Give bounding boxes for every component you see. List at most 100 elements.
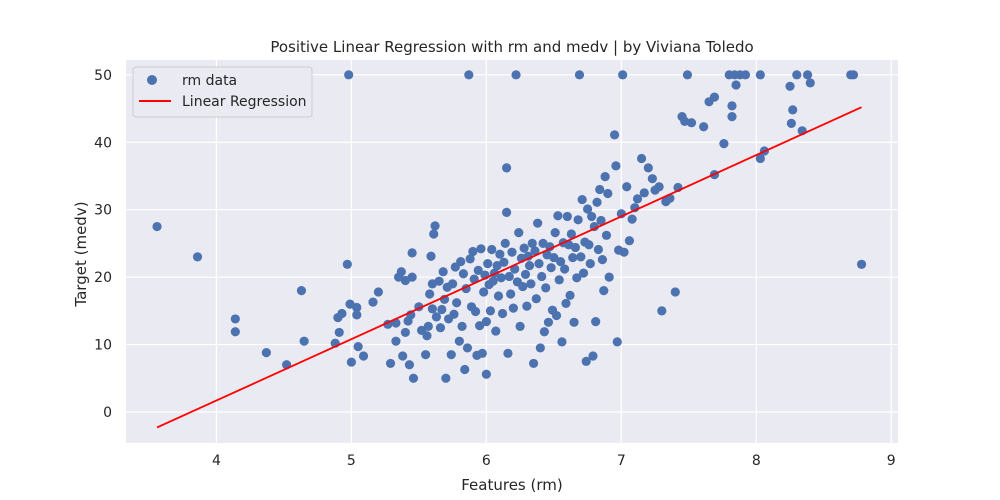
data-point (495, 249, 505, 259)
data-point (352, 310, 362, 320)
data-point (507, 247, 517, 257)
data-point (554, 275, 564, 285)
data-point (476, 244, 486, 254)
data-point (481, 317, 491, 327)
data-point (398, 351, 408, 361)
data-point (407, 248, 417, 258)
data-point (504, 271, 514, 282)
data-point (569, 317, 579, 327)
data-point (560, 264, 570, 274)
grid-lines (126, 60, 898, 443)
data-point (425, 289, 435, 299)
data-point (578, 268, 589, 278)
data-point (856, 259, 867, 269)
data-point (368, 297, 378, 307)
data-point (528, 358, 539, 369)
data-point (584, 240, 594, 250)
data-point (604, 272, 614, 282)
data-point (479, 287, 489, 297)
data-point (561, 298, 571, 309)
data-point (647, 174, 657, 184)
data-point (508, 303, 518, 313)
x-tick-label: 7 (617, 453, 626, 469)
x-tick-label: 6 (482, 453, 491, 469)
data-point (727, 101, 737, 111)
data-point (431, 312, 442, 322)
data-point (334, 327, 344, 338)
data-point (404, 360, 415, 370)
data-point (719, 139, 729, 149)
data-point (539, 327, 549, 337)
chart-title: Positive Linear Regression with rm and m… (270, 38, 753, 56)
x-tick-labels: 4 5 6 7 8 9 (212, 453, 896, 469)
data-point (786, 118, 796, 128)
data-point (373, 287, 383, 297)
data-point (574, 70, 585, 80)
data-point (352, 302, 362, 313)
data-point (535, 343, 545, 353)
data-point (485, 306, 496, 316)
regression-line-group (156, 106, 862, 429)
y-tick-label: 20 (94, 270, 112, 286)
data-point (437, 304, 447, 315)
y-tick-label: 50 (94, 68, 112, 84)
data-point (573, 215, 583, 225)
data-point (581, 356, 591, 367)
data-point (619, 247, 629, 257)
data-point (426, 251, 436, 261)
data-point (530, 246, 540, 256)
data-point (470, 306, 481, 317)
data-point (488, 276, 498, 286)
data-point (577, 194, 587, 205)
data-point (468, 246, 478, 257)
legend-label-scatter: rm data (182, 73, 237, 89)
data-point (537, 271, 547, 282)
data-point (601, 230, 612, 240)
data-point (527, 238, 537, 249)
data-point (576, 252, 586, 262)
data-point (230, 314, 240, 324)
data-point (408, 373, 419, 383)
data-point (565, 290, 575, 300)
data-point (591, 317, 601, 327)
data-point (421, 350, 431, 360)
data-point (682, 70, 693, 80)
y-tick-label: 10 (94, 338, 112, 354)
data-point (346, 357, 356, 367)
data-point (599, 286, 609, 296)
data-point (192, 252, 203, 262)
y-tick-label: 40 (94, 135, 112, 151)
data-point (502, 207, 512, 217)
data-point (422, 331, 432, 341)
data-point (592, 197, 602, 207)
data-point (152, 221, 162, 232)
data-point (515, 321, 525, 331)
data-point (496, 273, 506, 283)
data-point (686, 118, 697, 128)
data-point (562, 211, 572, 222)
legend-box (132, 66, 313, 118)
data-point (475, 321, 485, 331)
data-point (636, 153, 647, 164)
data-point (534, 259, 544, 269)
data-point (524, 261, 535, 271)
data-point (465, 254, 475, 264)
data-point (557, 337, 567, 347)
data-point (582, 204, 593, 214)
data-point (337, 308, 347, 319)
data-point (572, 273, 582, 283)
data-point (464, 70, 474, 80)
x-tick-label: 9 (887, 453, 896, 469)
data-point (519, 243, 529, 253)
data-point (551, 310, 562, 321)
data-point (802, 70, 813, 80)
data-point (585, 259, 595, 269)
data-point (506, 289, 516, 299)
data-point (483, 259, 493, 269)
data-point (296, 286, 307, 296)
data-point (429, 229, 439, 239)
data-point (553, 211, 563, 221)
data-point (462, 343, 473, 353)
data-point (391, 336, 401, 346)
